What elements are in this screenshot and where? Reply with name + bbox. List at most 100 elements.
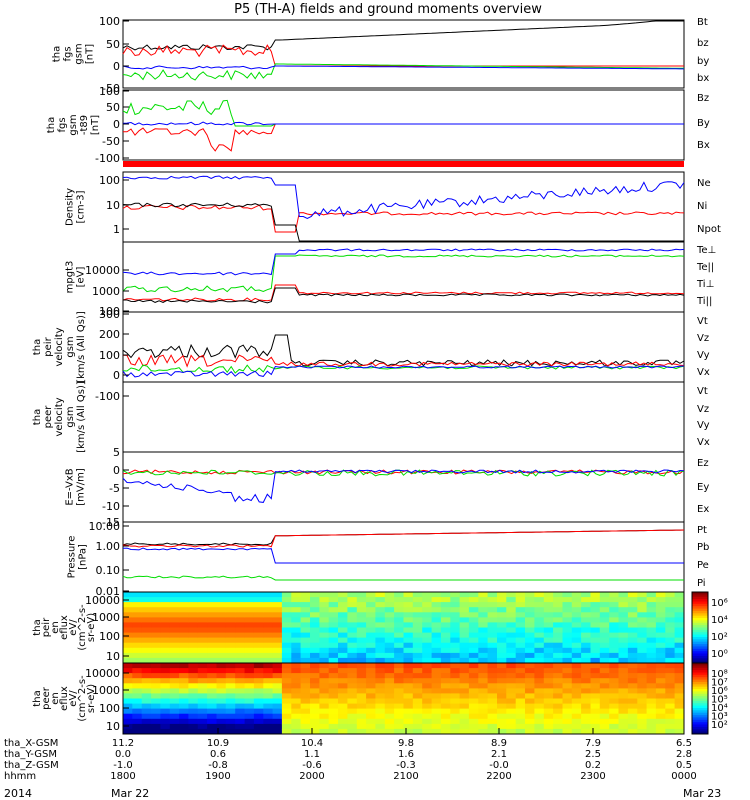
- spectrogram-cell: [450, 642, 461, 649]
- spectrogram-cell: [450, 657, 461, 664]
- spectrogram-cell: [347, 683, 358, 689]
- spectrogram-cell: [534, 683, 545, 689]
- spectrogram-cell: [618, 683, 629, 689]
- spectrogram-cell: [384, 622, 395, 628]
- spectrogram-cell: [450, 703, 461, 710]
- spectrogram-cell: [553, 627, 563, 634]
- spectrogram-cell: [384, 703, 395, 710]
- spectrogram-cell: [534, 597, 545, 603]
- spectrogram-cell: [347, 708, 358, 715]
- spectrogram-cell: [169, 703, 180, 710]
- spectrogram-cell: [291, 668, 302, 674]
- spectrogram-cell: [207, 688, 217, 694]
- spectrogram-cell: [562, 688, 573, 694]
- spectrogram-cell: [356, 642, 367, 649]
- spectrogram-cell: [609, 652, 619, 659]
- spectrogram-cell: [366, 657, 376, 664]
- spectrogram-cell: [375, 728, 386, 735]
- spectrogram-cell: [123, 673, 133, 679]
- spectrogram-cell: [281, 612, 292, 618]
- spectrogram-cell: [543, 642, 554, 649]
- y-tick-label: 100: [99, 349, 120, 362]
- spectrogram-cell: [450, 698, 461, 705]
- spectrogram-cell: [160, 723, 171, 730]
- spectrogram-cell: [197, 678, 208, 684]
- spectrogram-cell: [562, 693, 573, 699]
- y-tick-label: 1: [113, 223, 120, 236]
- spectrogram-cell: [403, 597, 414, 603]
- spectrogram-cell: [543, 612, 554, 618]
- spectrogram-cell: [160, 637, 171, 644]
- spectrogram-cell: [665, 612, 676, 618]
- spectrogram-cell: [637, 723, 648, 730]
- spectrogram-cell: [310, 607, 320, 613]
- time-row-value: 0000: [671, 771, 696, 782]
- spectrogram-cell: [534, 673, 545, 679]
- spectrogram-cell: [394, 597, 404, 603]
- spectrogram-cell: [646, 688, 657, 694]
- spectrogram-cell: [412, 703, 423, 710]
- spectrogram-cell: [356, 622, 367, 628]
- spectrogram-cell: [169, 668, 180, 674]
- spectrogram-cell: [468, 642, 479, 649]
- spectrogram-cell: [123, 703, 133, 710]
- spectrogram-cell: [328, 723, 339, 730]
- spectrogram-cell: [450, 592, 461, 598]
- spectrogram-cell: [235, 683, 245, 689]
- spectrogram-cell: [553, 708, 563, 715]
- spectrogram-cell: [440, 647, 451, 654]
- spectrogram-cell: [627, 693, 638, 699]
- spectrogram-cell: [272, 678, 283, 684]
- spectrogram-cell: [525, 657, 535, 664]
- spectrogram-cell: [627, 723, 638, 730]
- colorbar-tick-label: 10⁸: [711, 669, 728, 680]
- spectrogram-cell: [132, 622, 143, 628]
- spectrogram-cell: [581, 713, 591, 720]
- spectrogram-cell: [534, 708, 545, 715]
- spectrogram-cell: [328, 703, 339, 710]
- spectrogram-cell: [197, 673, 208, 679]
- spectrogram-cell: [431, 642, 442, 649]
- spectrogram-cell: [132, 597, 143, 603]
- spectrogram-cell: [674, 622, 685, 628]
- spectrogram-cell: [440, 668, 451, 674]
- spectrogram-cell: [525, 597, 535, 603]
- spectrogram-cell: [244, 592, 255, 598]
- spectrogram-cell: [319, 663, 330, 669]
- spectrogram-cell: [123, 723, 133, 730]
- spectrogram-cell: [403, 652, 414, 659]
- spectrogram-cell: [225, 708, 236, 715]
- spectrogram-cell: [272, 688, 283, 694]
- y-tick-label: 100: [99, 174, 120, 187]
- spectrogram-cell: [160, 688, 171, 694]
- spectrogram-cell: [207, 723, 217, 730]
- spectrogram-cell: [431, 652, 442, 659]
- time-axis-labels: tha_X-GSM 11.2 10.9 10.4 9.8 8.9 7.9 6.5tha_Y-G…: [4, 728, 697, 782]
- colorbar-segment: [692, 639, 708, 643]
- spectrogram-cell: [328, 617, 339, 623]
- figure-title: P5 (TH-A) fields and ground moments over…: [234, 2, 542, 17]
- spectrogram-cell: [291, 663, 302, 669]
- spectrogram-cell: [609, 657, 619, 664]
- spectrogram-cell: [179, 723, 189, 730]
- spectrogram-cell: [384, 617, 395, 623]
- y-tick-label: -100: [95, 390, 120, 403]
- y-tick-label: 0: [113, 464, 120, 477]
- spectrogram-cell: [244, 622, 255, 628]
- spectrogram-cell: [281, 607, 292, 613]
- spectrogram-cell: [618, 622, 629, 628]
- spectrogram-cell: [123, 657, 133, 664]
- spectrogram-cell: [478, 668, 489, 674]
- spectrogram-cell: [440, 708, 451, 715]
- spectrogram-cell: [384, 592, 395, 598]
- spectrogram-cell: [618, 647, 629, 654]
- spectrogram-cell: [216, 668, 227, 674]
- y-tick-label: -100: [95, 152, 120, 165]
- spectrogram-cell: [497, 698, 507, 705]
- spectrogram-cell: [366, 602, 376, 608]
- spectrogram-cell: [188, 698, 199, 705]
- spectrogram-cell: [179, 678, 189, 684]
- spectrogram-cell: [356, 627, 367, 634]
- spectrogram-cell: [637, 632, 648, 639]
